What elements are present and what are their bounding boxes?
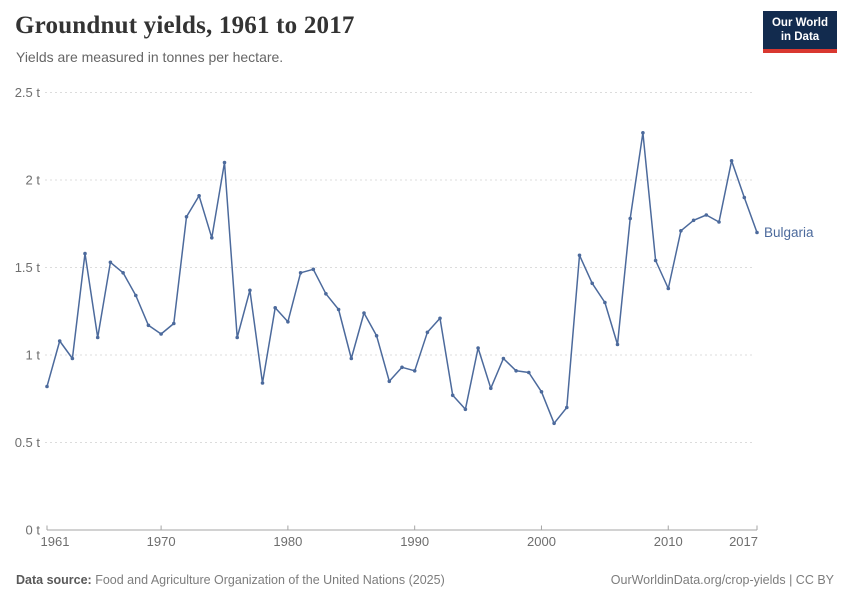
data-series-line [46, 132, 758, 425]
data-point-marker[interactable] [450, 393, 455, 398]
x-axis-label: 2017 [729, 534, 758, 549]
chart-footer: Data source: Food and Agriculture Organi… [16, 573, 834, 587]
y-axis-label: 1 t [26, 348, 41, 363]
data-point-marker[interactable] [362, 311, 366, 315]
data-point-marker[interactable] [653, 258, 658, 263]
data-point-marker[interactable] [83, 251, 87, 256]
data-point-marker[interactable] [514, 369, 518, 373]
data-source-label: Data source: [16, 573, 92, 587]
data-point-marker[interactable] [666, 286, 671, 291]
data-point-marker[interactable] [235, 335, 239, 340]
data-point-marker[interactable] [260, 381, 265, 385]
x-axis-label: 1970 [147, 534, 176, 549]
data-point-marker[interactable] [641, 131, 645, 135]
data-point-marker[interactable] [539, 390, 544, 394]
data-point-marker[interactable] [121, 271, 125, 275]
data-point-marker[interactable] [704, 213, 709, 217]
data-point-marker[interactable] [565, 405, 569, 410]
owid-logo-line2: in Data [780, 31, 820, 44]
data-point-marker[interactable] [336, 307, 341, 312]
data-point-marker[interactable] [108, 260, 113, 265]
chart-subtitle: Yields are measured in tonnes per hectar… [16, 49, 284, 65]
data-point-marker[interactable] [387, 379, 392, 384]
data-point-marker[interactable] [412, 369, 417, 373]
data-point-marker[interactable] [146, 323, 151, 328]
data-point-marker[interactable] [311, 267, 316, 272]
data-point-marker[interactable] [729, 159, 734, 163]
data-point-marker[interactable] [463, 407, 468, 412]
y-axis-label: 1.5 t [15, 260, 41, 275]
data-point-marker[interactable] [603, 300, 607, 305]
data-point-marker[interactable] [527, 370, 531, 375]
data-point-marker[interactable] [197, 194, 201, 198]
data-point-marker[interactable] [286, 320, 290, 324]
data-point-marker[interactable] [222, 160, 227, 165]
data-point-marker[interactable] [590, 281, 594, 286]
data-point-marker[interactable] [298, 271, 303, 275]
owid-logo-line1: Our World [771, 17, 828, 29]
data-point-marker[interactable] [501, 356, 506, 361]
data-point-marker[interactable] [374, 334, 379, 338]
data-point-marker[interactable] [248, 288, 252, 293]
x-axis-label: 1961 [41, 534, 70, 549]
data-point-marker[interactable] [172, 321, 176, 326]
data-point-marker[interactable] [184, 215, 189, 219]
data-point-marker[interactable] [691, 218, 696, 223]
data-point-marker[interactable] [577, 253, 582, 258]
data-point-marker[interactable] [679, 229, 683, 233]
data-point-marker[interactable] [134, 293, 138, 298]
data-point-marker[interactable] [742, 195, 747, 200]
data-point-marker[interactable] [95, 335, 100, 340]
data-point-marker[interactable] [425, 330, 430, 335]
data-point-marker[interactable] [57, 339, 62, 343]
data-point-marker[interactable] [159, 332, 163, 336]
data-source-note: Data source: Food and Agriculture Organi… [16, 573, 445, 587]
data-point-marker[interactable] [349, 356, 354, 361]
data-point-marker[interactable] [438, 316, 442, 321]
y-axis-label: 0.5 t [15, 435, 41, 450]
data-point-marker[interactable] [210, 236, 214, 240]
x-axis-label: 1990 [400, 534, 429, 549]
data-point-marker[interactable] [552, 421, 556, 426]
data-point-marker[interactable] [476, 346, 480, 350]
data-point-marker[interactable] [273, 306, 278, 310]
x-axis-label: 2010 [654, 534, 683, 549]
owid-logo[interactable]: Our World in Data [763, 11, 837, 53]
data-point-marker[interactable] [324, 292, 328, 296]
owid-url-link[interactable]: OurWorldinData.org/crop-yields | CC BY [610, 573, 834, 587]
data-point-marker[interactable] [45, 384, 49, 389]
data-point-marker[interactable] [70, 356, 75, 361]
y-axis-label: 2 t [26, 173, 41, 188]
chart-header: Groundnut yields, 1961 to 2017 Yields ar… [15, 12, 700, 65]
data-point-marker[interactable] [717, 220, 721, 224]
series-end-label[interactable]: Bulgaria [764, 225, 814, 240]
x-axis-label: 1980 [273, 534, 302, 549]
data-point-marker[interactable] [489, 386, 493, 391]
page-title: Groundnut yields, 1961 to 2017 [15, 12, 355, 39]
x-axis-label: 2000 [527, 534, 556, 549]
data-point-marker[interactable] [615, 342, 620, 347]
y-axis-label: 2.5 t [15, 85, 41, 100]
data-source-text: Food and Agriculture Organization of the… [95, 573, 445, 587]
y-axis-label: 0 t [26, 523, 41, 538]
data-point-marker[interactable] [628, 216, 632, 221]
data-point-marker[interactable] [400, 365, 404, 370]
data-point-marker[interactable] [755, 230, 759, 235]
